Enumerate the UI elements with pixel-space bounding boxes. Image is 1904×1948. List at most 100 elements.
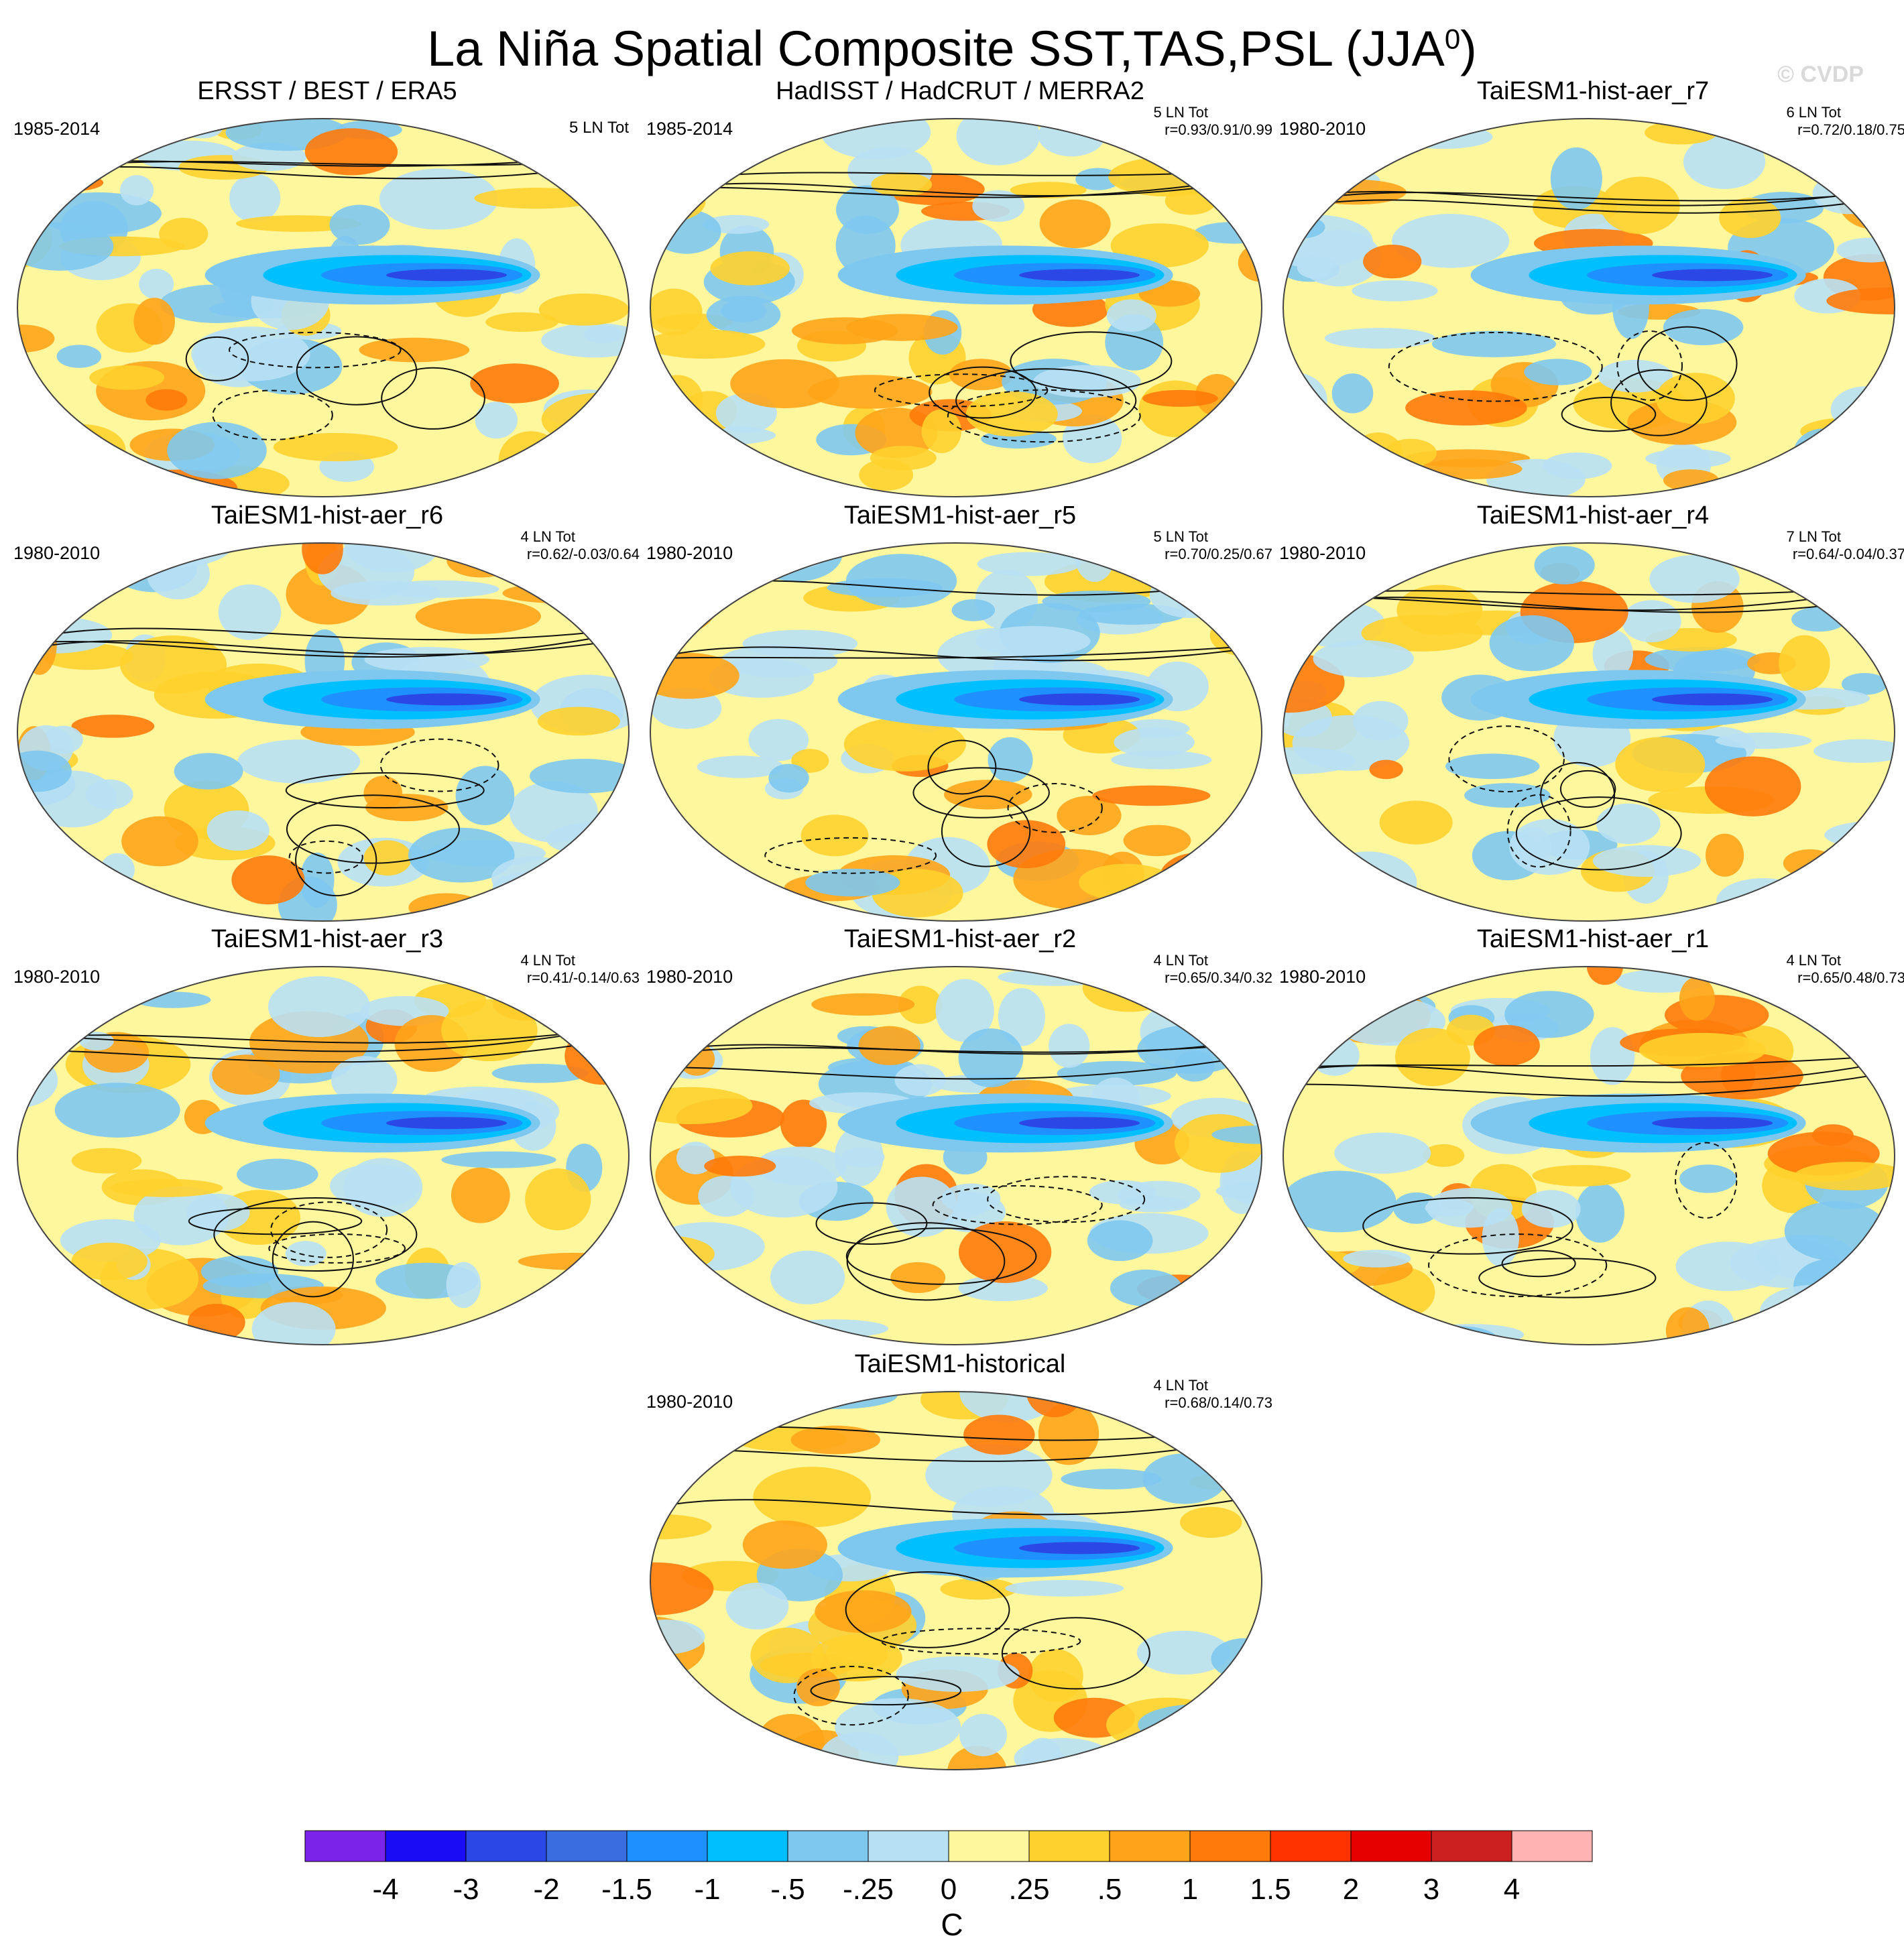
map-outline bbox=[650, 966, 1262, 1345]
colorbar-box bbox=[1028, 1830, 1110, 1862]
anomaly-blob bbox=[742, 629, 858, 658]
anomaly-map bbox=[650, 1391, 1262, 1770]
panel-years: 1980-2010 bbox=[13, 967, 101, 987]
anomaly-blob bbox=[571, 967, 629, 1009]
panel-event-count: 5 LN Tot bbox=[569, 119, 629, 137]
colorbar-box bbox=[1270, 1830, 1352, 1862]
anomaly-blob bbox=[1755, 465, 1798, 497]
colorbar-tick-label: 2 bbox=[1343, 1873, 1359, 1906]
panel-pattern-correlation: r=0.65/0.48/0.73 bbox=[1797, 969, 1904, 986]
anomaly-blob bbox=[121, 816, 198, 867]
psl-contour bbox=[272, 1221, 354, 1298]
anomaly-blob bbox=[1592, 629, 1633, 679]
map-outline bbox=[17, 966, 630, 1345]
anomaly-blob bbox=[790, 1425, 880, 1455]
panel-event-count: 7 LN Tot bbox=[1786, 528, 1841, 545]
anomaly-blob bbox=[1334, 1132, 1431, 1174]
map-panel-obs1: ERSST / BEST / ERA5 1985-2014 5 LN Tot bbox=[12, 77, 642, 497]
anomaly-blob bbox=[498, 431, 564, 490]
anomaly-blob bbox=[1212, 903, 1262, 921]
anomaly-blob bbox=[1675, 1241, 1780, 1291]
cold-tongue-anomaly bbox=[1652, 693, 1773, 706]
anomaly-blob bbox=[1283, 1170, 1396, 1233]
anomaly-blob bbox=[17, 970, 111, 1005]
anomaly-blob bbox=[1038, 119, 1106, 157]
anomaly-blob bbox=[235, 215, 361, 232]
anomaly-blob bbox=[894, 1064, 946, 1096]
anomaly-blob bbox=[1075, 168, 1121, 190]
panel-years: 1980-2010 bbox=[646, 1392, 733, 1412]
anomaly-blob bbox=[145, 389, 188, 411]
anomaly-blob bbox=[505, 967, 569, 1003]
anomaly-blob bbox=[1110, 1269, 1183, 1306]
colorbar-box bbox=[385, 1830, 467, 1862]
anomaly-blob bbox=[963, 1414, 1035, 1455]
anomaly-blob bbox=[330, 1164, 420, 1209]
anomaly-blob bbox=[1489, 615, 1574, 672]
map-outline bbox=[1283, 966, 1895, 1345]
psl-contour bbox=[229, 331, 402, 369]
anomaly-blob bbox=[1445, 753, 1540, 780]
anomaly-blob bbox=[1379, 800, 1453, 845]
panel-title: TaiESM1-hist-aer_r1 bbox=[1476, 925, 1710, 953]
anomaly-blob bbox=[935, 979, 994, 1042]
anomaly-blob bbox=[1824, 882, 1891, 907]
anomaly-blob bbox=[304, 128, 398, 176]
anomaly-blob bbox=[805, 868, 900, 897]
anomaly-blob bbox=[668, 885, 748, 921]
anomaly-blob bbox=[1123, 825, 1191, 857]
anomaly-blob bbox=[1191, 967, 1262, 982]
anomaly-blob bbox=[1175, 1050, 1215, 1082]
anomaly-blob bbox=[1005, 1580, 1124, 1597]
anomaly-blob bbox=[583, 967, 629, 986]
anomaly-blob bbox=[1038, 1402, 1099, 1465]
psl-contour bbox=[927, 739, 997, 795]
anomaly-blob bbox=[834, 1126, 884, 1186]
anomaly-blob bbox=[742, 1520, 827, 1569]
anomaly-blob bbox=[756, 1713, 825, 1770]
panel-pattern-correlation: r=0.93/0.91/0.99 bbox=[1165, 121, 1272, 138]
panel-event-count: 6 LN Tot bbox=[1786, 104, 1841, 121]
panel-title: TaiESM1-hist-aer_r4 bbox=[1476, 501, 1710, 530]
anomaly-blob bbox=[408, 827, 515, 883]
anomaly-blob bbox=[1474, 1025, 1540, 1067]
panel-title: TaiESM1-hist-aer_r3 bbox=[211, 925, 444, 953]
map-outline bbox=[650, 1391, 1262, 1770]
anomaly-blob bbox=[71, 1242, 147, 1281]
panel-years: 1985-2014 bbox=[646, 119, 733, 139]
psl-contour bbox=[1283, 190, 1895, 205]
anomaly-blob bbox=[1753, 967, 1799, 987]
anomaly-blob bbox=[1106, 1697, 1229, 1752]
anomaly-blob bbox=[32, 174, 104, 192]
anomaly-blob bbox=[1853, 543, 1895, 573]
anomaly-blob bbox=[1809, 967, 1895, 1015]
anomaly-blob bbox=[17, 904, 80, 921]
anomaly-blob bbox=[529, 758, 629, 794]
anomaly-blob bbox=[1028, 1649, 1083, 1703]
anomaly-blob bbox=[697, 755, 784, 778]
anomaly-blob bbox=[1138, 1704, 1262, 1746]
anomaly-blob bbox=[650, 1562, 714, 1616]
psl-contour bbox=[213, 1197, 418, 1272]
anomaly-blob bbox=[455, 766, 515, 826]
anomaly-blob bbox=[447, 543, 516, 578]
psl-contour bbox=[932, 1184, 1103, 1225]
anomaly-blob bbox=[1791, 607, 1847, 632]
psl-contour bbox=[845, 1227, 1037, 1285]
psl-contour bbox=[1283, 196, 1895, 214]
anomaly-blob bbox=[1313, 640, 1415, 678]
anomaly-blob bbox=[469, 477, 549, 497]
panel-pattern-correlation: r=0.70/0.25/0.67 bbox=[1165, 546, 1272, 562]
anomaly-blob bbox=[543, 451, 583, 486]
anomaly-blob bbox=[1504, 991, 1594, 1038]
psl-contour bbox=[1515, 796, 1682, 871]
anomaly-blob bbox=[538, 293, 629, 326]
anomaly-blob bbox=[329, 204, 390, 245]
anomaly-blob bbox=[791, 317, 898, 345]
anomaly-blob bbox=[1786, 462, 1848, 497]
psl-contour bbox=[1561, 396, 1657, 432]
anomaly-map bbox=[1283, 118, 1895, 497]
anomaly-blob bbox=[1793, 428, 1853, 481]
colorbar-box bbox=[1350, 1830, 1432, 1862]
psl-contour bbox=[17, 1036, 629, 1063]
